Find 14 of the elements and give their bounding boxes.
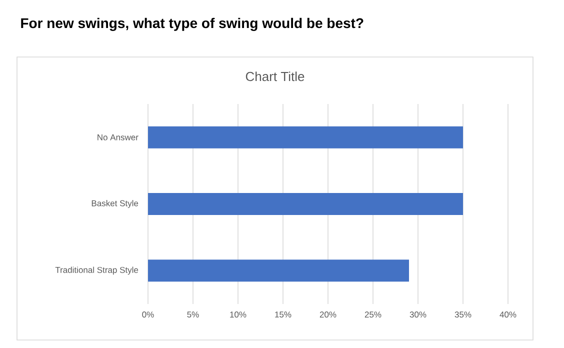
x-tick-label: 5% — [187, 312, 199, 318]
x-tick-label: 35% — [454, 312, 472, 318]
chart-subtitle: Chart Title — [246, 72, 304, 82]
x-tick-label: 15% — [275, 312, 292, 318]
x-tick-label: 0% — [142, 312, 154, 318]
x-tick-label: 10% — [230, 312, 246, 318]
y-tick-label: Basket Style — [92, 200, 138, 208]
y-tick-label: Traditional Strap Style — [55, 266, 138, 275]
x-tick-label: 30% — [410, 312, 426, 318]
chart-title: For new swings, what type of swing would be best? — [21, 18, 364, 31]
x-tick-label: 20% — [320, 312, 336, 318]
x-tick-label: 40% — [500, 312, 516, 318]
x-tick-label: 25% — [364, 312, 382, 318]
y-tick-label: No Answer — [98, 134, 138, 140]
